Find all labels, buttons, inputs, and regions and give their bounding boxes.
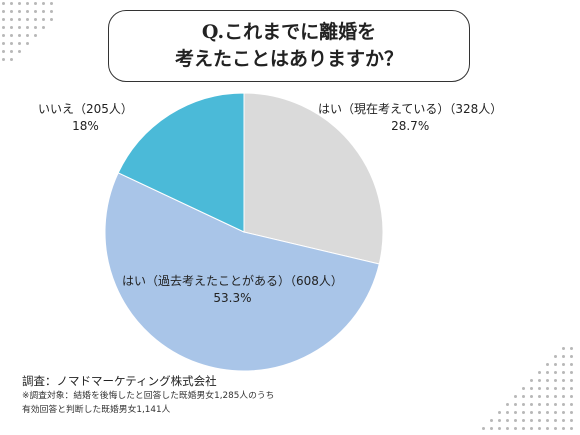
pie-slice-past bbox=[104, 172, 380, 372]
slice-label-no: いいえ（205人） 18% bbox=[38, 101, 133, 135]
survey-note-line-2: 有効回答と判断した既婚男女1,141人 bbox=[22, 405, 171, 415]
survey-note-line-1: ※調査対象：結婚を後悔したと回答した既婚男女1,285人のうち bbox=[22, 391, 275, 401]
slice-label-past-percent: 53.3% bbox=[213, 291, 252, 305]
slice-label-no-text: いいえ（205人） bbox=[38, 102, 133, 116]
question-title-line-2: 考えたことはありますか？ bbox=[174, 48, 403, 70]
slice-label-current: はい（現在考えている）（328人） 28.7% bbox=[318, 101, 502, 135]
pie-slice-current bbox=[243, 92, 384, 265]
question-title-line-1: Q.これまでに離婚を bbox=[201, 21, 377, 43]
slice-label-past-text: はい（過去考えたことがある）（608人） bbox=[122, 274, 343, 288]
slice-label-past: はい（過去考えたことがある）（608人） 53.3% bbox=[122, 273, 343, 307]
question-title-box: Q.これまでに離婚を 考えたことはありますか？ bbox=[108, 10, 470, 82]
slice-label-no-percent: 18% bbox=[72, 119, 99, 133]
decorative-dot-pattern-top-left bbox=[0, 0, 60, 80]
footer: 調査：ノマドマーケティング株式会社 ※調査対象：結婚を後悔したと回答した既婚男女… bbox=[22, 373, 274, 417]
survey-source: 調査：ノマドマーケティング株式会社 bbox=[22, 374, 217, 388]
slice-label-current-text: はい（現在考えている）（328人） bbox=[318, 102, 503, 116]
slice-label-current-percent: 28.7% bbox=[391, 119, 430, 133]
decorative-dot-pattern-bottom-right bbox=[480, 345, 580, 435]
pie-slice-no bbox=[117, 92, 245, 233]
